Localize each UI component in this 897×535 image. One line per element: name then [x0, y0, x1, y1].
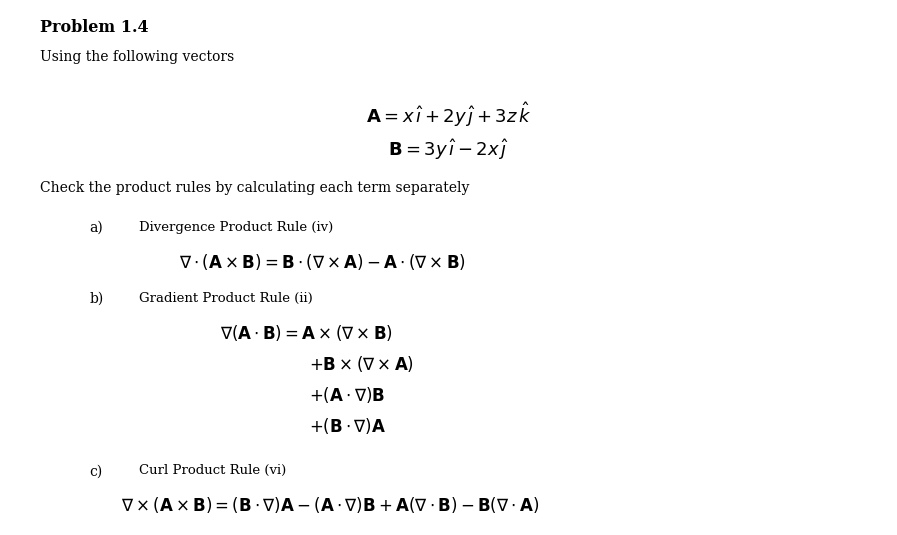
Text: Gradient Product Rule (ii): Gradient Product Rule (ii) — [139, 292, 313, 305]
Text: $+ \mathbf{B} \times (\nabla \times \mathbf{A})$: $+ \mathbf{B} \times (\nabla \times \mat… — [309, 354, 414, 374]
Text: b): b) — [90, 292, 104, 306]
Text: $+ (\mathbf{B} \cdot \nabla)\mathbf{A}$: $+ (\mathbf{B} \cdot \nabla)\mathbf{A}$ — [309, 416, 387, 436]
Text: $\mathbf{B} = 3y\,\hat{\imath} - 2x\,\hat{\jmath}$: $\mathbf{B} = 3y\,\hat{\imath} - 2x\,\ha… — [388, 137, 509, 162]
Text: a): a) — [90, 221, 103, 235]
Text: $\mathbf{A} = x\,\hat{\imath} + 2y\,\hat{\jmath} + 3z\,\hat{k}$: $\mathbf{A} = x\,\hat{\imath} + 2y\,\hat… — [366, 101, 531, 129]
Text: Divergence Product Rule (iv): Divergence Product Rule (iv) — [139, 221, 334, 234]
Text: Using the following vectors: Using the following vectors — [40, 50, 235, 64]
Text: Curl Product Rule (vi): Curl Product Rule (vi) — [139, 464, 286, 477]
Text: $\nabla \cdot (\mathbf{A} \times \mathbf{B}) = \mathbf{B} \cdot (\nabla \times \: $\nabla \cdot (\mathbf{A} \times \mathbf… — [179, 252, 466, 272]
Text: Check the product rules by calculating each term separately: Check the product rules by calculating e… — [40, 181, 470, 195]
Text: c): c) — [90, 464, 103, 478]
Text: $\nabla(\mathbf{A} \cdot \mathbf{B}) = \mathbf{A} \times (\nabla \times \mathbf{: $\nabla(\mathbf{A} \cdot \mathbf{B}) = \… — [220, 323, 393, 343]
Text: Problem 1.4: Problem 1.4 — [40, 19, 149, 36]
Text: $\nabla \times (\mathbf{A} \times \mathbf{B}) = (\mathbf{B} \cdot \nabla)\mathbf: $\nabla \times (\mathbf{A} \times \mathb… — [121, 495, 539, 515]
Text: $+ (\mathbf{A} \cdot \nabla)\mathbf{B}$: $+ (\mathbf{A} \cdot \nabla)\mathbf{B}$ — [309, 385, 386, 405]
